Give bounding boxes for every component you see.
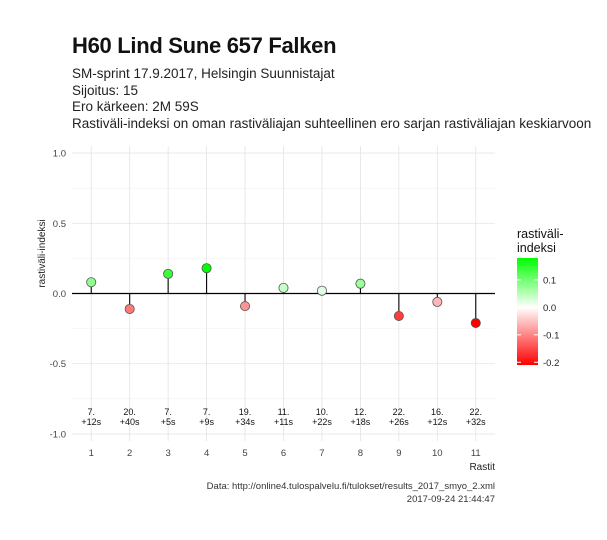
data-point [86,277,97,288]
point-label-time: +12s [427,417,447,427]
subtitle-event: SM-sprint 17.9.2017, Helsingin Suunnista… [72,66,335,81]
x-tick-label: 5 [242,448,247,459]
y-axis-title: rastiväli-indeksi [37,219,48,287]
point-label-rank: 22. [393,407,406,417]
x-tick-label: 4 [204,448,209,459]
point-label-rank: 19. [239,407,252,417]
point-label-time: +26s [389,417,409,427]
legend-title-line-1: rastiväli- [517,227,564,241]
chart-caption: Data: http://online4.tulospalvelu.fi/tul… [207,480,495,506]
x-tick-label: 9 [396,448,401,459]
subtitle-gap-to-leader: Ero kärkeen: 2M 59S [72,99,199,114]
legend-tick-label: 0.0 [543,303,556,314]
point-label-time: +32s [466,417,486,427]
point-label-rank: 11. [278,407,290,417]
chart-subtitle: SM-sprint 17.9.2017, Helsingin Suunnista… [72,66,591,132]
point-label-rank: 7. [164,407,172,417]
point-label-time: +22s [312,417,332,427]
point-label-time: +12s [81,417,101,427]
data-point [163,268,174,279]
legend-tick-label: -0.1 [543,330,559,341]
data-point [470,317,481,328]
y-tick-label: 0.5 [53,219,66,230]
data-point [355,278,366,289]
y-tick-label: 1.0 [53,149,66,160]
point-label-rank: 16. [431,407,444,417]
point-label-rank: 12. [354,407,367,417]
point-label-time: +11s [274,417,294,427]
y-tick-label: -1.0 [50,429,66,440]
x-tick-label: 6 [281,448,286,459]
point-label-time: +18s [351,417,371,427]
data-point [393,310,404,321]
y-tick-label: -0.5 [50,359,66,370]
data-point [201,263,212,274]
point-label-rank: 7. [87,407,95,417]
legend-tick-label: 0.1 [543,275,556,286]
point-label-rank: 20. [123,407,136,417]
data-point [316,285,327,296]
legend-title-line-2: indeksi [517,241,556,255]
point-label-time: +34s [235,417,255,427]
point-label-time: +5s [161,417,176,427]
subtitle-placement: Sijoitus: 15 [72,82,139,98]
legend-colorbar [517,258,538,365]
x-tick-label: 7 [319,448,324,459]
x-tick-label: 8 [358,448,363,459]
data-point [432,296,443,307]
subtitle-description: Rastiväli-indeksi on oman rastiväliajan … [72,115,592,131]
y-tick-label: 0.0 [53,289,66,300]
point-label-rank: 10. [316,407,329,417]
caption-source: Data: http://online4.tulospalvelu.fi/tul… [206,481,495,492]
x-tick-label: 1 [89,448,94,459]
data-point [240,301,251,312]
x-tick-label: 11 [471,448,481,459]
caption-timestamp: 2017-09-24 21:44:47 [406,494,495,505]
legend-tick-label: -0.2 [543,358,559,369]
point-label-time: +40s [120,417,140,427]
point-label-rank: 22. [470,407,483,417]
data-point [278,282,289,293]
x-axis-title: Rastit [469,462,495,473]
x-tick-label: 2 [127,448,132,459]
x-tick-label: 10 [432,448,443,459]
data-point [124,303,135,314]
chart-title: H60 Lind Sune 657 Falken [72,33,337,58]
point-label-rank: 7. [203,407,211,417]
x-tick-label: 3 [165,448,170,459]
point-label-time: +9s [199,417,214,427]
